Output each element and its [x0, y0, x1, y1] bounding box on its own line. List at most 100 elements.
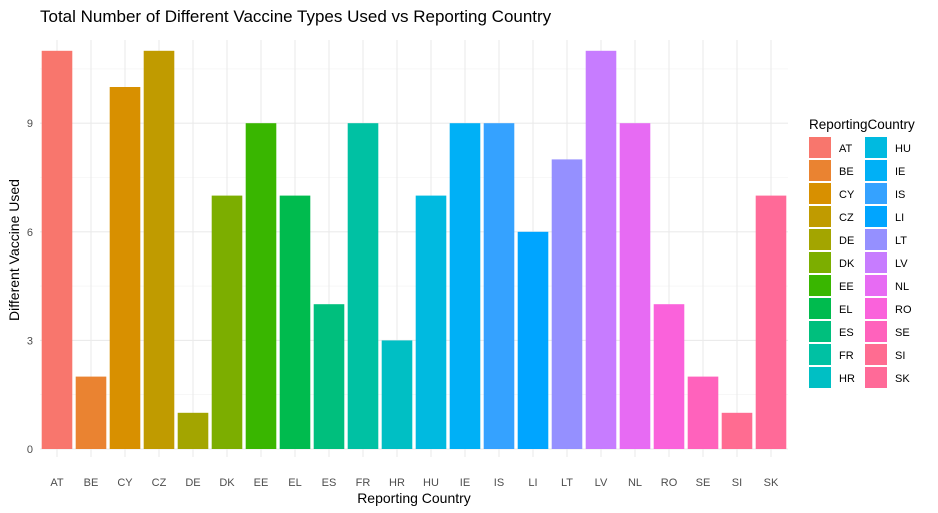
x-tick-label: DK — [219, 477, 235, 489]
legend-label: CZ — [839, 212, 854, 224]
bar-lt — [551, 159, 583, 449]
legend-item-sk: SK — [865, 367, 910, 388]
legend-label: IE — [895, 166, 905, 178]
bar-lv — [585, 50, 617, 450]
legend-item-es: ES — [809, 321, 854, 342]
x-tick-label: HR — [389, 477, 405, 489]
x-tick-label: FR — [356, 477, 371, 489]
legend-label: HR — [839, 373, 855, 385]
y-axis-title: Different Vaccine Used — [6, 179, 22, 321]
x-tick-label: SK — [764, 477, 779, 489]
bar-se — [687, 376, 719, 449]
legend-label: EE — [839, 281, 854, 293]
legend-label: DK — [839, 258, 855, 270]
bar-hu — [415, 195, 447, 449]
legend-item-el: EL — [809, 298, 852, 319]
bar-cy — [109, 87, 141, 449]
legend-label: AT — [839, 143, 853, 155]
legend-item-be: BE — [809, 160, 854, 181]
bar-cz — [143, 50, 175, 450]
x-axis-ticks: AT BE CY CZ DE DK EE EL ES FR HR HU IE IS LI LT LV NL RO SE… — [50, 477, 779, 489]
bar-es — [313, 304, 345, 449]
legend-item-is: IS — [865, 183, 905, 204]
legend-label: SK — [895, 373, 910, 385]
x-tick-label: EE — [254, 477, 269, 489]
x-tick-label: HU — [423, 477, 439, 489]
legend-swatch — [865, 206, 887, 227]
legend-item-lt: LT — [865, 229, 907, 250]
legend: ReportingCountry AT BE CY CZ DE DK EE EL ES FR HR H… — [809, 117, 915, 388]
legend-item-at: AT — [809, 137, 853, 158]
legend-swatch — [809, 183, 831, 204]
legend-label: SI — [895, 350, 905, 362]
x-tick-label: ES — [322, 477, 337, 489]
legend-item-dk: DK — [809, 252, 855, 273]
x-tick-label: LT — [561, 477, 573, 489]
legend-item-cz: CZ — [809, 206, 854, 227]
legend-item-lv: LV — [865, 252, 908, 273]
bar-ro — [653, 304, 685, 449]
legend-item-fr: FR — [809, 344, 854, 365]
x-tick-label: RO — [661, 477, 678, 489]
legend-label: FR — [839, 350, 854, 362]
legend-label: HU — [895, 143, 911, 155]
legend-swatch — [865, 344, 887, 365]
x-tick-label: LI — [528, 477, 537, 489]
x-tick-label: BE — [84, 477, 99, 489]
legend-item-ro: RO — [865, 298, 912, 319]
legend-label: EL — [839, 304, 852, 316]
legend-label: RO — [895, 304, 912, 316]
legend-swatch — [865, 160, 887, 181]
legend-label: CY — [839, 189, 855, 201]
x-tick-label: LV — [595, 477, 608, 489]
y-tick-label: 6 — [27, 227, 33, 239]
legend-swatch — [865, 183, 887, 204]
x-tick-label: IS — [494, 477, 504, 489]
legend-swatch — [809, 367, 831, 388]
x-axis-title: Reporting Country — [357, 490, 471, 506]
legend-item-se: SE — [865, 321, 910, 342]
y-tick-label: 9 — [27, 118, 33, 130]
x-tick-label: AT — [50, 477, 64, 489]
legend-item-si: SI — [865, 344, 905, 365]
legend-item-hr: HR — [809, 367, 855, 388]
legend-item-cy: CY — [809, 183, 855, 204]
x-tick-label: NL — [628, 477, 642, 489]
legend-swatch — [865, 275, 887, 296]
legend-swatch — [865, 367, 887, 388]
bar-dk — [211, 195, 243, 449]
legend-item-ee: EE — [809, 275, 854, 296]
x-tick-label: EL — [288, 477, 301, 489]
x-tick-label: DE — [185, 477, 200, 489]
bar-de — [177, 412, 209, 449]
x-tick-label: SI — [732, 477, 742, 489]
bar-hr — [381, 340, 413, 449]
legend-label: LI — [895, 212, 904, 224]
legend-title: ReportingCountry — [809, 117, 915, 132]
chart-title: Total Number of Different Vaccine Types … — [40, 7, 552, 26]
legend-swatch — [809, 160, 831, 181]
bar-sk — [755, 195, 787, 449]
bar-ee — [245, 123, 277, 449]
bar-at — [41, 50, 73, 450]
bar-be — [75, 376, 107, 449]
bar-si — [721, 412, 753, 449]
bars — [41, 50, 787, 450]
legend-swatch — [865, 321, 887, 342]
legend-item-de: DE — [809, 229, 854, 250]
legend-label: LV — [895, 258, 908, 270]
legend-label: DE — [839, 235, 854, 247]
y-tick-label: 3 — [27, 335, 33, 347]
legend-label: ES — [839, 327, 854, 339]
bar-ie — [449, 123, 481, 449]
legend-swatch — [865, 229, 887, 250]
x-tick-label: IE — [460, 477, 470, 489]
legend-label: BE — [839, 166, 854, 178]
legend-swatch — [809, 321, 831, 342]
y-tick-label: 0 — [27, 444, 33, 456]
bar-fr — [347, 123, 379, 449]
legend-swatch — [809, 137, 831, 158]
legend-label: NL — [895, 281, 909, 293]
bar-nl — [619, 123, 651, 449]
